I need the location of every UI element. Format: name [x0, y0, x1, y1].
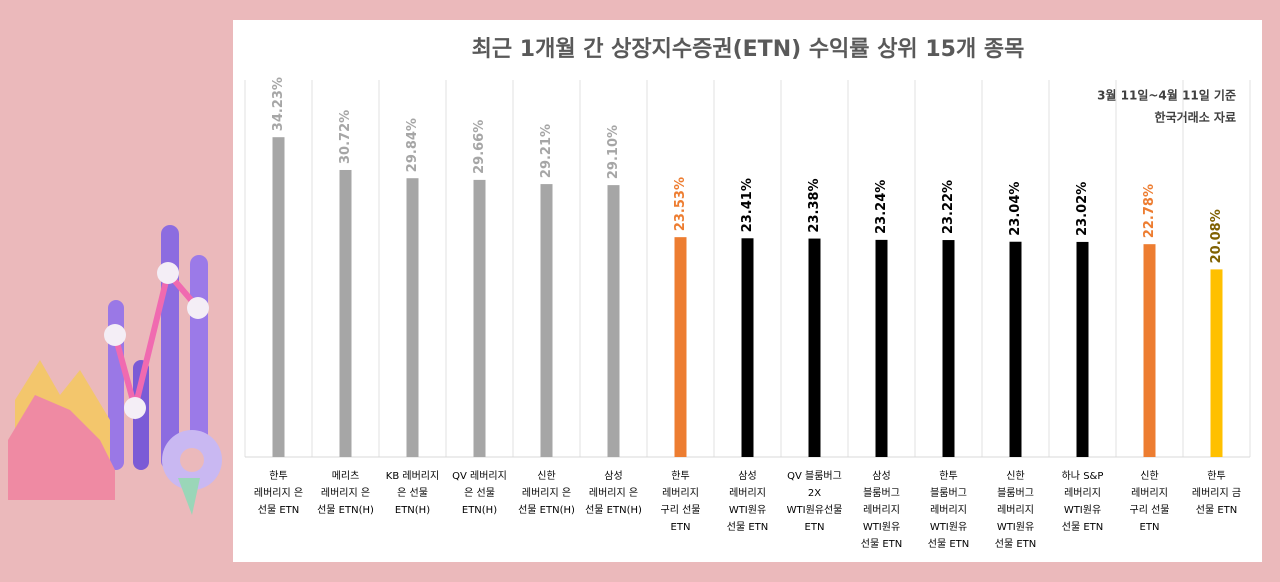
x-tick-label: 레버리지	[1064, 487, 1101, 499]
bar	[607, 185, 620, 457]
x-tick-label: 신한	[1006, 470, 1024, 482]
bar	[942, 240, 955, 457]
bar	[674, 237, 687, 457]
x-tick-label: 은 선물	[464, 487, 495, 499]
x-tick-label: WTI원유	[729, 504, 766, 516]
bar	[540, 184, 553, 457]
value-label: 23.22%	[941, 180, 956, 234]
value-label: 22.78%	[1142, 184, 1157, 238]
x-tick-label: 레버리지 은	[321, 487, 370, 499]
x-tick-label: 레버리지	[1131, 487, 1168, 499]
x-tick-label: 구리 선물	[1130, 504, 1170, 516]
x-tick-label: 삼성	[872, 470, 890, 482]
x-tick-label: 선물 ETN(H)	[317, 504, 374, 516]
x-tick-label: ETN	[1140, 522, 1160, 533]
value-label: 29.21%	[539, 124, 554, 178]
bar	[1143, 244, 1156, 457]
x-tick-label: KB 레버리지	[386, 470, 439, 482]
bar	[808, 238, 821, 457]
x-tick-label: WTI원유	[997, 521, 1034, 533]
x-tick-label: 선물 ETN	[861, 538, 903, 550]
x-tick-label: 삼성	[604, 470, 622, 482]
value-label: 23.24%	[874, 180, 889, 234]
x-tick-label: 블룸버그	[930, 487, 967, 499]
note: 한국거래소 자료	[1155, 110, 1236, 125]
bar	[406, 178, 419, 457]
x-tick-label: QV 레버리지	[452, 470, 507, 482]
x-tick-label: 선물 ETN	[727, 521, 769, 533]
x-tick-label: WTI원유	[1064, 504, 1101, 516]
x-tick-label: 구리 선물	[661, 504, 701, 516]
value-label: 29.10%	[606, 125, 621, 179]
bar	[1210, 269, 1223, 457]
x-tick-label: WTI원유	[930, 521, 967, 533]
x-tick-label: 레버리지 은	[522, 487, 571, 499]
x-tick-label: 블룸버그	[863, 487, 900, 499]
x-tick-label: 은 선물	[397, 487, 428, 499]
x-tick-label: 하나 S&P	[1062, 469, 1104, 482]
x-tick-label: ETN	[671, 522, 691, 533]
x-tick-label: 신한	[537, 470, 555, 482]
x-tick-label: 선물 ETN(H)	[518, 504, 575, 516]
x-tick-label: ETN(H)	[395, 505, 430, 516]
x-tick-label: 레버리지 은	[589, 487, 638, 499]
value-label: 29.84%	[405, 118, 420, 172]
x-tick-label: 선물 ETN	[995, 538, 1037, 550]
note: 3월 11일~4월 11일 기준	[1097, 88, 1236, 103]
bar	[1009, 241, 1022, 457]
x-tick-label: 선물 ETN	[928, 538, 970, 550]
chart-title: 최근 1개월 간 상장지수증권(ETN) 수익률 상위 15개 종목	[472, 37, 1025, 62]
x-tick-label: 선물 ETN	[258, 504, 300, 516]
decoration	[8, 225, 222, 515]
x-tick-label: WTI원유	[863, 521, 900, 533]
x-tick-label: 한투	[269, 470, 287, 482]
value-label: 34.23%	[271, 77, 286, 131]
x-tick-label: 레버리지	[930, 504, 967, 516]
x-tick-label: 레버리지	[662, 487, 699, 499]
x-tick-label: ETN	[805, 522, 825, 533]
value-label: 30.72%	[338, 110, 353, 164]
x-tick-label: 레버리지	[863, 504, 900, 516]
value-label: 23.04%	[1008, 182, 1023, 236]
x-tick-label: 블룸버그	[997, 487, 1034, 499]
x-tick-label: WTI원유선물	[787, 504, 843, 516]
x-tick-label: 메리츠	[332, 470, 360, 482]
bar	[741, 238, 754, 457]
x-tick-label: 선물 ETN(H)	[585, 504, 642, 516]
value-label: 23.41%	[740, 178, 755, 232]
x-tick-label: 레버리지 금	[1192, 487, 1241, 499]
x-tick-label: 한투	[671, 470, 689, 482]
bar	[1076, 241, 1089, 457]
x-tick-label: ETN(H)	[462, 505, 497, 516]
x-tick-label: 레버리지	[729, 487, 766, 499]
bar	[272, 137, 285, 457]
bar	[875, 239, 888, 457]
value-label: 23.02%	[1075, 182, 1090, 236]
x-tick-label: 선물 ETN	[1062, 521, 1104, 533]
bar	[473, 179, 486, 457]
x-tick-label: 한투	[1207, 470, 1225, 482]
x-tick-label: 2X	[808, 488, 821, 499]
x-tick-label: 한투	[939, 470, 957, 482]
x-tick-label: 레버리지 은	[254, 487, 303, 499]
value-label: 23.38%	[807, 178, 822, 232]
value-label: 20.08%	[1209, 209, 1224, 263]
x-tick-label: 삼성	[738, 470, 756, 482]
x-tick-label: 레버리지	[997, 504, 1034, 516]
x-tick-label: 신한	[1140, 470, 1158, 482]
x-tick-label: 선물 ETN	[1196, 504, 1238, 516]
value-label: 29.66%	[472, 120, 487, 174]
bar	[339, 169, 352, 457]
value-label: 23.53%	[673, 177, 688, 231]
x-tick-label: QV 블룸버그	[787, 470, 842, 482]
